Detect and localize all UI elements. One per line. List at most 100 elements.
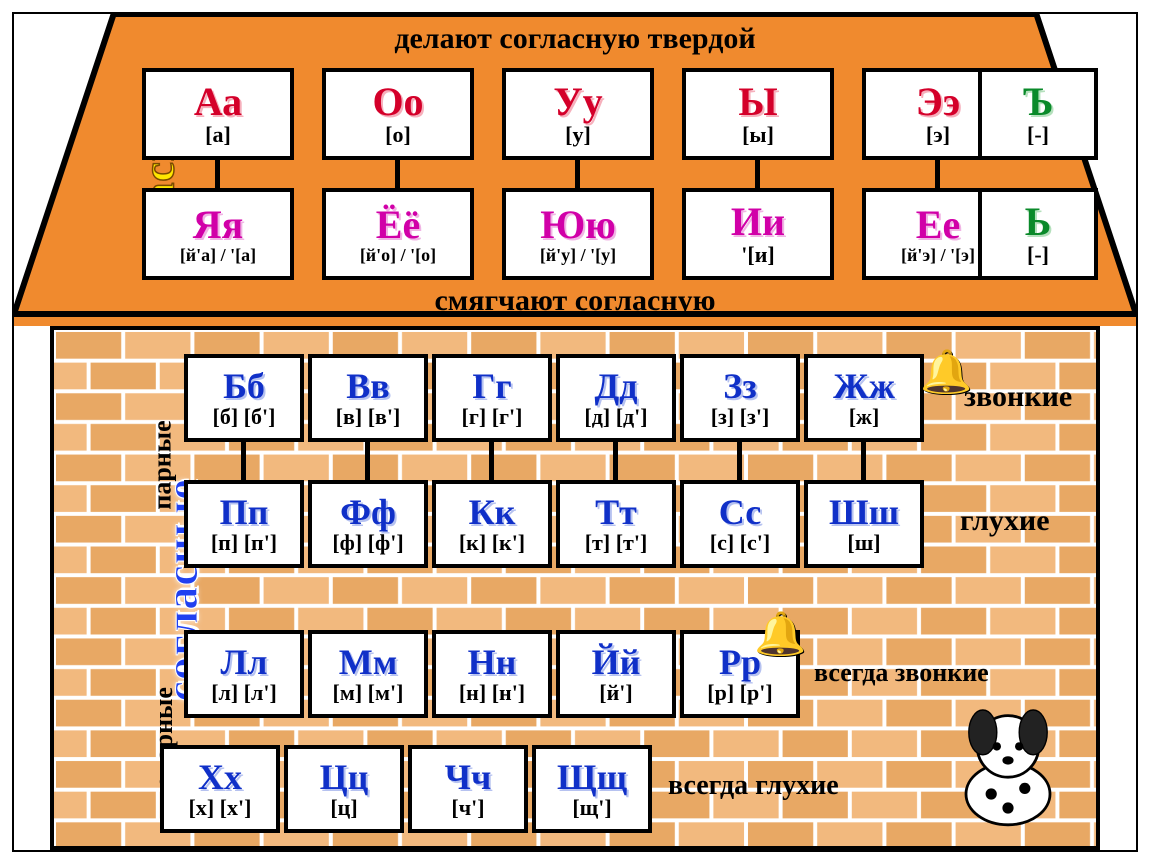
consonant-card: Чч[ч']	[408, 745, 528, 833]
cons-phon: [ф] [ф']	[332, 531, 403, 554]
cons-phon: [ц]	[330, 796, 357, 819]
cons-letter: Тт	[595, 494, 637, 532]
vowel-letter: Аа	[194, 81, 242, 123]
cons-letter: Цц	[320, 759, 369, 797]
cons-letter: Лл	[220, 644, 267, 682]
unvoiced-row: Пп[п] [п'] Фф[ф] [ф'] Кк[к] [к'] Тт[т] […	[184, 480, 924, 568]
cons-letter: Нн	[468, 644, 517, 682]
connector	[241, 442, 246, 482]
connector	[365, 442, 370, 482]
vowel-letter: Ии	[731, 201, 785, 243]
soft-vowels-row: Яя[й'а] / '[а] Ёё[й'о] / '[о] Юю[й'у] / …	[142, 188, 1014, 280]
cons-letter: Шш	[829, 494, 899, 532]
bell-icon: 🔔	[920, 348, 972, 397]
cons-letter: Сс	[719, 494, 761, 532]
connector	[861, 442, 866, 482]
cons-phon: [п] [п']	[211, 531, 277, 554]
wall-section: согласные парные непарные Бб[б] [б'] Вв[…	[50, 326, 1100, 850]
bell-icon: 🔔	[754, 610, 806, 659]
roof-title-bottom: смягчают согласную	[14, 284, 1136, 318]
vowel-letter: Яя	[193, 204, 244, 246]
voiced-label: звонкие	[964, 380, 1072, 414]
vowel-phon: [й'э] / '[э]	[901, 246, 975, 265]
vowel-card: Уу[у]	[502, 68, 654, 160]
consonant-card: Цц[ц]	[284, 745, 404, 833]
cons-letter: Йй	[592, 644, 641, 682]
consonant-card: Мм[м] [м']	[308, 630, 428, 718]
cons-phon: [л] [л']	[211, 681, 277, 704]
sign-card: Ъ[-]	[978, 68, 1098, 160]
consonant-card: Жж[ж]	[804, 354, 924, 442]
cons-phon: [щ']	[572, 796, 611, 819]
consonant-card: Пп[п] [п']	[184, 480, 304, 568]
cons-phon: [р] [р']	[707, 681, 772, 704]
connector	[395, 160, 400, 190]
consonant-card: Йй[й']	[556, 630, 676, 718]
cons-letter: Мм	[339, 644, 398, 682]
consonant-card: Хх[х] [х']	[160, 745, 280, 833]
vowel-letter: Уу	[553, 81, 602, 123]
connector	[613, 442, 618, 482]
cons-letter: Бб	[223, 368, 265, 406]
consonant-card: Лл[л] [л']	[184, 630, 304, 718]
cons-phon: [х] [х']	[189, 796, 252, 819]
connector	[737, 442, 742, 482]
roof-title-top: делают согласную твердой	[14, 22, 1136, 56]
roof-section: гласные делают согласную твердой Аа[а] О…	[14, 14, 1136, 326]
connector	[489, 442, 494, 482]
always-voiced-label: всегда звонкие	[814, 658, 989, 688]
cons-phon: [д] [д']	[584, 405, 647, 428]
always-voiced-row: Лл[л] [л'] Мм[м] [м'] Нн[н] [н'] Йй[й'] …	[184, 630, 800, 718]
connector	[935, 160, 940, 190]
cons-phon: [г] [г']	[462, 405, 523, 428]
vowel-phon: [о]	[385, 123, 411, 146]
consonant-card: Шш[ш]	[804, 480, 924, 568]
vowel-phon: [э]	[926, 123, 950, 146]
cons-phon: [ш]	[847, 531, 880, 554]
consonant-card: Вв[в] [в']	[308, 354, 428, 442]
connector	[215, 160, 220, 190]
cons-letter: Фф	[340, 494, 396, 532]
cons-phon: [в] [в']	[336, 405, 401, 428]
consonant-card: Щщ[щ']	[532, 745, 652, 833]
connector	[575, 160, 580, 190]
vowel-letter: Оо	[372, 81, 423, 123]
always-unvoiced-label: всегда глухие	[668, 770, 839, 802]
vowel-card: Аа[а]	[142, 68, 294, 160]
consonant-card: Дд[д] [д']	[556, 354, 676, 442]
vowel-card: Яя[й'а] / '[а]	[142, 188, 294, 280]
vowel-letter: Юю	[540, 204, 616, 246]
cons-letter: Жж	[833, 368, 895, 406]
vowel-letter: Ее	[916, 204, 960, 246]
cons-phon: [с] [с']	[710, 531, 770, 554]
page-frame: гласные делают согласную твердой Аа[а] О…	[12, 12, 1138, 852]
cons-letter: Вв	[346, 368, 389, 406]
consonant-card: Гг[г] [г']	[432, 354, 552, 442]
voiced-row: Бб[б] [б'] Вв[в] [в'] Гг[г] [г'] Дд[д] […	[184, 354, 924, 442]
cons-phon: [т] [т']	[585, 531, 648, 554]
vowel-phon: [й'а] / '[а]	[180, 246, 256, 265]
cons-phon: [й']	[599, 681, 632, 704]
vowel-card: Ы[ы]	[682, 68, 834, 160]
hard-vowels-row: Аа[а] Оо[о] Уу[у] Ы[ы] Ээ[э]	[142, 68, 1014, 160]
cons-phon: [б] [б']	[213, 405, 276, 428]
cons-phon: [ж]	[849, 405, 880, 428]
signs-column: Ъ[-] Ь[-]	[978, 68, 1098, 280]
vowel-phon: [й'о] / '[о]	[360, 246, 436, 265]
sign-letter: Ъ	[1023, 81, 1054, 123]
unvoiced-label: глухие	[960, 504, 1050, 538]
vowel-phon: [у]	[565, 123, 591, 146]
vowel-phon: [а]	[205, 123, 231, 146]
consonant-card: Фф[ф] [ф']	[308, 480, 428, 568]
cons-letter: Кк	[469, 494, 516, 532]
vowel-card: Оо[о]	[322, 68, 474, 160]
consonant-card: Кк[к] [к']	[432, 480, 552, 568]
vowel-phon: [ы]	[742, 123, 774, 146]
consonant-card: Тт[т] [т']	[556, 480, 676, 568]
cons-letter: Дд	[595, 368, 638, 406]
consonant-card: Зз[з] [з']	[680, 354, 800, 442]
consonant-card: Нн[н] [н']	[432, 630, 552, 718]
cons-phon: [з] [з']	[711, 405, 770, 428]
cons-phon: [ч']	[451, 796, 484, 819]
sign-phon: [-]	[1027, 243, 1049, 266]
